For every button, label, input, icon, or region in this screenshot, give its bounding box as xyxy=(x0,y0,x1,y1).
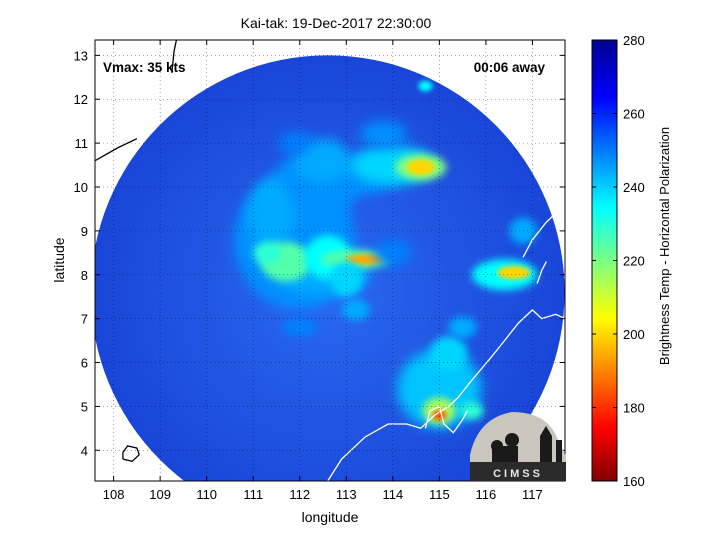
y-tick-label: 5 xyxy=(81,399,88,414)
colorbar-label: Brightness Temp - Horizontal Polarizatio… xyxy=(657,127,672,365)
x-tick-label: 112 xyxy=(289,487,310,502)
x-tick-label: 114 xyxy=(382,487,403,502)
convective-blob xyxy=(281,318,319,337)
convective-blob xyxy=(346,254,384,265)
coastline xyxy=(522,204,565,258)
colorbar-tick-label: 280 xyxy=(623,33,645,48)
chart-title: Kai-tak: 19-Dec-2017 22:30:00 xyxy=(241,15,432,31)
convective-blob xyxy=(360,121,407,148)
logo-text: CIMSS xyxy=(493,468,543,480)
y-tick-label: 7 xyxy=(81,312,88,327)
y-tick-label: 13 xyxy=(74,48,88,63)
colorbar-ticks: 160 180 200 220 240 260 280 xyxy=(592,33,645,489)
convective-blob xyxy=(341,298,370,321)
x-tick-label: 110 xyxy=(196,487,217,502)
y-axis-ticks: 4 5 6 7 8 9 10 11 12 13 xyxy=(74,48,565,458)
convective-blob xyxy=(418,80,433,92)
y-tick-label: 6 xyxy=(81,356,88,371)
convective-blob xyxy=(406,159,435,176)
colorbar-tick-label: 220 xyxy=(623,254,645,269)
x-tick-label: 111 xyxy=(243,487,263,502)
colorbar-tick-label: 200 xyxy=(623,327,645,342)
coastline xyxy=(95,138,138,162)
coastline xyxy=(327,454,347,481)
x-tick-label: 108 xyxy=(103,487,125,502)
time-away-annotation: 00:06 away xyxy=(474,60,546,75)
plot-frame xyxy=(94,39,566,482)
cimss-logo: CIMSS xyxy=(470,412,566,481)
coastline xyxy=(122,445,140,463)
convective-blob xyxy=(448,316,477,339)
y-axis-label: latitude xyxy=(51,237,67,282)
convective-blob xyxy=(295,138,351,183)
x-tick-label: 109 xyxy=(149,487,171,502)
y-tick-label: 9 xyxy=(81,224,88,239)
colorbar-tick-label: 260 xyxy=(623,107,645,122)
y-tick-label: 10 xyxy=(74,180,88,195)
colorbar-tick-label: 180 xyxy=(623,401,645,416)
coastline xyxy=(536,261,547,284)
x-tick-label: 115 xyxy=(429,487,450,502)
convective-features xyxy=(233,80,538,429)
coastline xyxy=(424,405,468,434)
coastlines xyxy=(95,40,565,481)
convective-blob xyxy=(430,336,468,372)
y-tick-label: 12 xyxy=(74,92,88,107)
colorbar xyxy=(591,39,618,482)
vmax-annotation: Vmax: 35 kts xyxy=(103,60,186,75)
x-tick-label: 116 xyxy=(476,487,497,502)
coastline xyxy=(171,40,178,73)
colorbar-tick-label: 160 xyxy=(623,474,645,489)
convective-blob xyxy=(497,265,531,280)
y-tick-label: 4 xyxy=(81,443,88,458)
y-tick-label: 8 xyxy=(81,268,88,283)
colorbar-tick-label: 240 xyxy=(623,180,645,195)
y-tick-label: 11 xyxy=(75,136,89,151)
convective-blob xyxy=(253,241,282,264)
x-axis-label: longitude xyxy=(302,509,359,525)
x-tick-label: 113 xyxy=(336,487,357,502)
convective-blob xyxy=(460,402,484,420)
convective-blob xyxy=(330,261,363,297)
x-axis-ticks: 108 109 110 111 112 113 114 115 116 117 xyxy=(103,40,543,502)
grid-lines xyxy=(95,40,565,481)
x-tick-label: 117 xyxy=(522,487,543,502)
coastline xyxy=(345,309,565,456)
